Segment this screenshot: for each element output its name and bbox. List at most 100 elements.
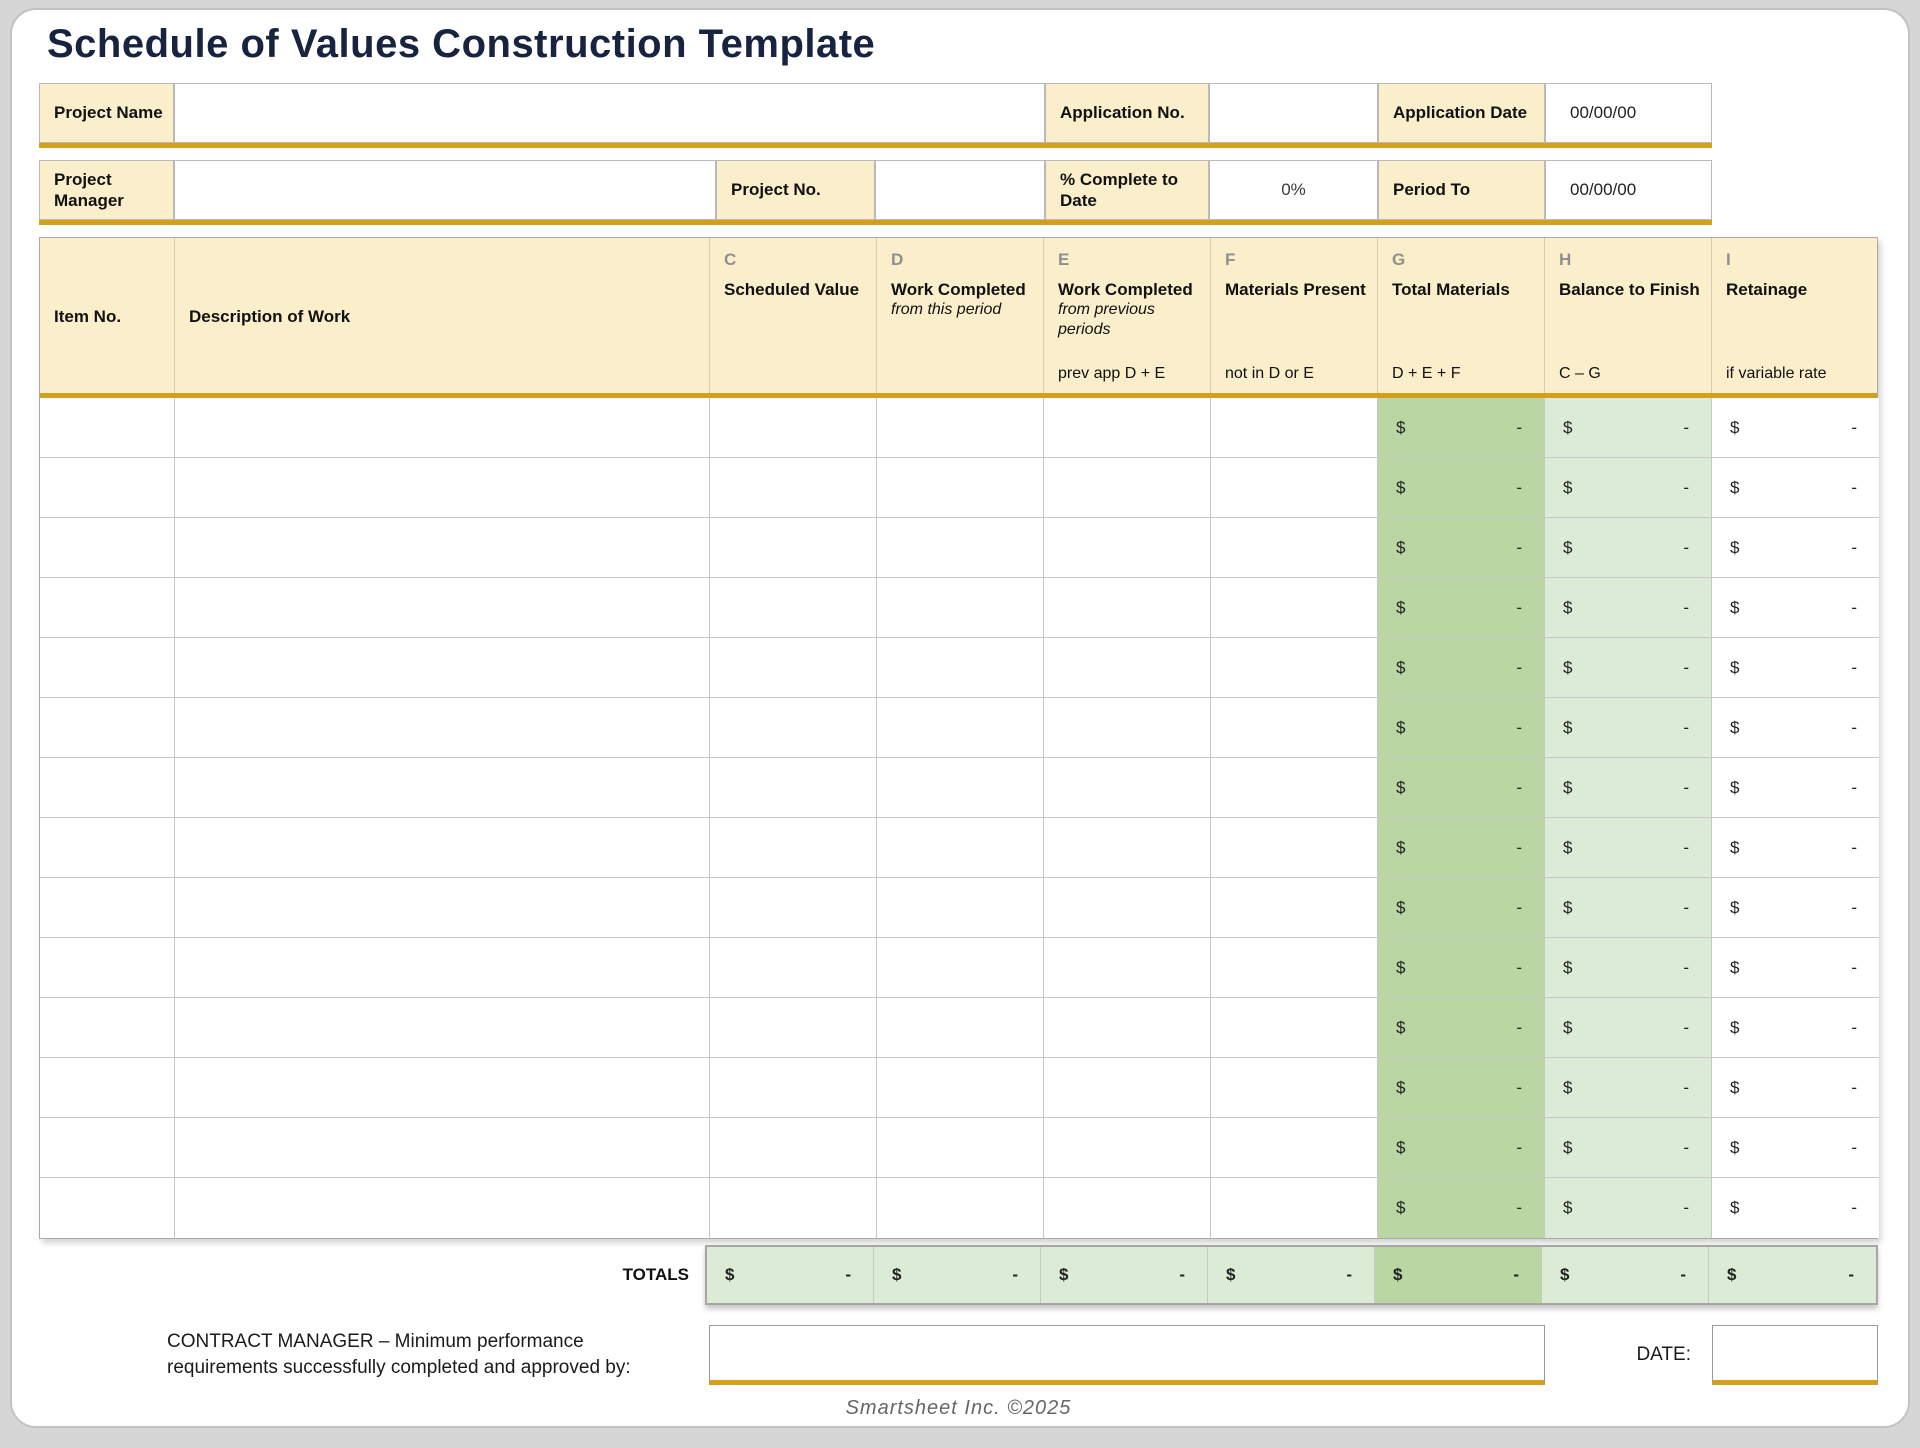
- entry-cell[interactable]: [1211, 458, 1378, 518]
- entry-cell[interactable]: [710, 578, 877, 638]
- amount-cell[interactable]: $ -: [1712, 698, 1879, 758]
- entry-cell[interactable]: [40, 878, 175, 938]
- amount-cell[interactable]: $ -: [1712, 578, 1879, 638]
- total-amount-cell[interactable]: $ -: [707, 1247, 874, 1303]
- entry-cell[interactable]: [877, 938, 1044, 998]
- entry-cell[interactable]: [1044, 638, 1211, 698]
- entry-cell[interactable]: [1044, 1118, 1211, 1178]
- entry-cell[interactable]: [877, 1058, 1044, 1118]
- entry-cell[interactable]: [40, 1058, 175, 1118]
- signature-input[interactable]: [709, 1325, 1545, 1385]
- entry-cell[interactable]: [1044, 1058, 1211, 1118]
- entry-cell[interactable]: [877, 398, 1044, 458]
- entry-cell[interactable]: [175, 398, 710, 458]
- amount-cell[interactable]: $ -: [1378, 638, 1545, 698]
- amount-cell[interactable]: $ -: [1712, 638, 1879, 698]
- amount-cell[interactable]: $ -: [1712, 1178, 1879, 1238]
- entry-cell[interactable]: [175, 578, 710, 638]
- entry-cell[interactable]: [877, 458, 1044, 518]
- entry-cell[interactable]: [175, 758, 710, 818]
- entry-cell[interactable]: [1211, 1058, 1378, 1118]
- entry-cell[interactable]: [40, 638, 175, 698]
- entry-cell[interactable]: [710, 938, 877, 998]
- amount-cell[interactable]: $ -: [1378, 578, 1545, 638]
- entry-cell[interactable]: [1044, 458, 1211, 518]
- entry-cell[interactable]: [1044, 518, 1211, 578]
- entry-cell[interactable]: [1211, 578, 1378, 638]
- amount-cell[interactable]: $ -: [1712, 458, 1879, 518]
- entry-cell[interactable]: [877, 1118, 1044, 1178]
- entry-cell[interactable]: [175, 818, 710, 878]
- entry-cell[interactable]: [1044, 998, 1211, 1058]
- entry-cell[interactable]: [40, 818, 175, 878]
- entry-cell[interactable]: [175, 458, 710, 518]
- total-amount-cell[interactable]: $ -: [1375, 1247, 1542, 1303]
- entry-cell[interactable]: [40, 518, 175, 578]
- entry-cell[interactable]: [40, 578, 175, 638]
- entry-cell[interactable]: [175, 1058, 710, 1118]
- entry-cell[interactable]: [710, 1118, 877, 1178]
- project-name-input[interactable]: [174, 83, 1045, 143]
- period-to-input[interactable]: 00/00/00: [1545, 160, 1712, 220]
- entry-cell[interactable]: [175, 638, 710, 698]
- entry-cell[interactable]: [40, 758, 175, 818]
- entry-cell[interactable]: [710, 518, 877, 578]
- entry-cell[interactable]: [877, 578, 1044, 638]
- entry-cell[interactable]: [877, 998, 1044, 1058]
- application-no-input[interactable]: [1209, 83, 1378, 143]
- amount-cell[interactable]: $ -: [1712, 518, 1879, 578]
- entry-cell[interactable]: [1211, 758, 1378, 818]
- amount-cell[interactable]: $ -: [1712, 878, 1879, 938]
- entry-cell[interactable]: [877, 638, 1044, 698]
- entry-cell[interactable]: [710, 878, 877, 938]
- amount-cell[interactable]: $ -: [1545, 938, 1712, 998]
- total-amount-cell[interactable]: $ -: [874, 1247, 1041, 1303]
- amount-cell[interactable]: $ -: [1378, 938, 1545, 998]
- amount-cell[interactable]: $ -: [1378, 398, 1545, 458]
- entry-cell[interactable]: [40, 938, 175, 998]
- entry-cell[interactable]: [1211, 638, 1378, 698]
- amount-cell[interactable]: $ -: [1545, 398, 1712, 458]
- entry-cell[interactable]: [1211, 938, 1378, 998]
- application-date-input[interactable]: 00/00/00: [1545, 83, 1712, 143]
- amount-cell[interactable]: $ -: [1378, 998, 1545, 1058]
- amount-cell[interactable]: $ -: [1712, 758, 1879, 818]
- entry-cell[interactable]: [710, 818, 877, 878]
- entry-cell[interactable]: [710, 638, 877, 698]
- amount-cell[interactable]: $ -: [1545, 458, 1712, 518]
- entry-cell[interactable]: [175, 1178, 710, 1238]
- amount-cell[interactable]: $ -: [1378, 878, 1545, 938]
- amount-cell[interactable]: $ -: [1545, 638, 1712, 698]
- amount-cell[interactable]: $ -: [1545, 1118, 1712, 1178]
- amount-cell[interactable]: $ -: [1378, 818, 1545, 878]
- amount-cell[interactable]: $ -: [1712, 818, 1879, 878]
- entry-cell[interactable]: [40, 1178, 175, 1238]
- entry-cell[interactable]: [1044, 878, 1211, 938]
- entry-cell[interactable]: [1211, 398, 1378, 458]
- amount-cell[interactable]: $ -: [1545, 1178, 1712, 1238]
- entry-cell[interactable]: [1211, 878, 1378, 938]
- total-amount-cell[interactable]: $ -: [1041, 1247, 1208, 1303]
- entry-cell[interactable]: [175, 698, 710, 758]
- entry-cell[interactable]: [175, 1118, 710, 1178]
- entry-cell[interactable]: [175, 878, 710, 938]
- total-amount-cell[interactable]: $ -: [1208, 1247, 1375, 1303]
- entry-cell[interactable]: [877, 1178, 1044, 1238]
- entry-cell[interactable]: [710, 1178, 877, 1238]
- entry-cell[interactable]: [175, 998, 710, 1058]
- amount-cell[interactable]: $ -: [1545, 578, 1712, 638]
- entry-cell[interactable]: [1044, 1178, 1211, 1238]
- entry-cell[interactable]: [175, 938, 710, 998]
- project-no-input[interactable]: [875, 160, 1045, 220]
- date-input[interactable]: [1712, 1325, 1878, 1385]
- entry-cell[interactable]: [1044, 398, 1211, 458]
- total-amount-cell[interactable]: $ -: [1542, 1247, 1709, 1303]
- amount-cell[interactable]: $ -: [1378, 758, 1545, 818]
- entry-cell[interactable]: [1044, 758, 1211, 818]
- entry-cell[interactable]: [877, 698, 1044, 758]
- entry-cell[interactable]: [710, 458, 877, 518]
- total-amount-cell[interactable]: $ -: [1709, 1247, 1876, 1303]
- entry-cell[interactable]: [1044, 818, 1211, 878]
- amount-cell[interactable]: $ -: [1378, 518, 1545, 578]
- entry-cell[interactable]: [1211, 1178, 1378, 1238]
